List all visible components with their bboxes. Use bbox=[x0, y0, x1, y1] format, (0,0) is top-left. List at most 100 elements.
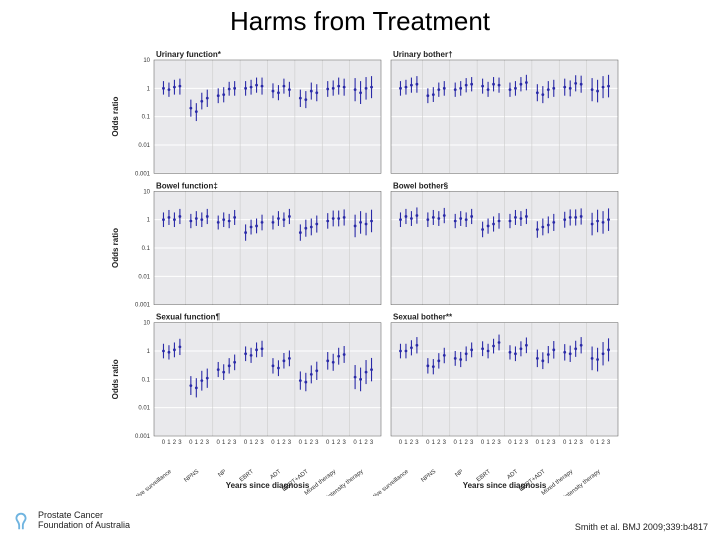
svg-text:2: 2 bbox=[282, 440, 286, 446]
svg-text:1: 1 bbox=[167, 440, 171, 446]
svg-text:Active surveillance: Active surveillance bbox=[130, 468, 173, 496]
svg-text:2: 2 bbox=[547, 440, 551, 446]
svg-text:1: 1 bbox=[147, 349, 151, 355]
svg-text:10: 10 bbox=[143, 189, 150, 195]
svg-text:0.01: 0.01 bbox=[138, 143, 150, 149]
svg-text:2: 2 bbox=[492, 440, 496, 446]
svg-text:1: 1 bbox=[569, 440, 573, 446]
svg-text:3: 3 bbox=[342, 440, 346, 446]
svg-text:0.001: 0.001 bbox=[135, 303, 151, 309]
svg-text:10: 10 bbox=[143, 321, 150, 327]
svg-text:2: 2 bbox=[437, 440, 441, 446]
svg-text:1: 1 bbox=[249, 440, 253, 446]
svg-text:1: 1 bbox=[541, 440, 545, 446]
svg-text:Urinary bother†: Urinary bother† bbox=[393, 50, 453, 59]
svg-text:NPNS: NPNS bbox=[420, 469, 437, 484]
svg-text:1: 1 bbox=[596, 440, 600, 446]
svg-text:0: 0 bbox=[508, 440, 512, 446]
svg-text:0.01: 0.01 bbox=[138, 406, 150, 412]
svg-text:3: 3 bbox=[206, 440, 210, 446]
svg-text:1: 1 bbox=[147, 218, 151, 224]
svg-text:3: 3 bbox=[443, 440, 447, 446]
svg-text:1: 1 bbox=[222, 440, 226, 446]
svg-text:0: 0 bbox=[590, 440, 594, 446]
svg-text:0: 0 bbox=[189, 440, 193, 446]
svg-text:1: 1 bbox=[332, 440, 336, 446]
svg-text:1: 1 bbox=[277, 440, 281, 446]
svg-text:1: 1 bbox=[459, 440, 463, 446]
svg-text:3: 3 bbox=[525, 440, 529, 446]
svg-text:3: 3 bbox=[178, 440, 182, 446]
svg-text:0.001: 0.001 bbox=[135, 434, 151, 440]
svg-text:1: 1 bbox=[514, 440, 518, 446]
svg-text:Urinary function*: Urinary function* bbox=[156, 50, 222, 59]
svg-text:3: 3 bbox=[288, 440, 292, 446]
svg-text:2: 2 bbox=[228, 440, 232, 446]
svg-text:3: 3 bbox=[370, 440, 374, 446]
svg-text:0: 0 bbox=[454, 440, 458, 446]
svg-text:0: 0 bbox=[326, 440, 330, 446]
svg-text:3: 3 bbox=[315, 440, 319, 446]
svg-text:1: 1 bbox=[304, 440, 308, 446]
svg-text:Sexual function¶: Sexual function¶ bbox=[156, 313, 221, 322]
svg-text:2: 2 bbox=[255, 440, 259, 446]
svg-text:ADT: ADT bbox=[506, 469, 519, 481]
svg-text:Bowel function‡: Bowel function‡ bbox=[156, 181, 218, 190]
svg-text:0: 0 bbox=[271, 440, 275, 446]
svg-text:2: 2 bbox=[337, 440, 341, 446]
svg-text:3: 3 bbox=[497, 440, 501, 446]
svg-text:3: 3 bbox=[470, 440, 474, 446]
svg-text:0: 0 bbox=[399, 440, 403, 446]
svg-text:2: 2 bbox=[519, 440, 523, 446]
svg-text:0: 0 bbox=[536, 440, 540, 446]
svg-text:2: 2 bbox=[173, 440, 177, 446]
svg-text:Odds ratio: Odds ratio bbox=[111, 228, 120, 268]
svg-text:Bowel bother§: Bowel bother§ bbox=[393, 181, 449, 190]
svg-text:0: 0 bbox=[563, 440, 567, 446]
svg-text:Odds ratio: Odds ratio bbox=[111, 359, 120, 399]
svg-text:0: 0 bbox=[244, 440, 248, 446]
svg-text:3: 3 bbox=[260, 440, 264, 446]
svg-text:3: 3 bbox=[607, 440, 611, 446]
svg-text:Active surveillance: Active surveillance bbox=[367, 468, 410, 496]
svg-text:0: 0 bbox=[481, 440, 485, 446]
svg-text:3: 3 bbox=[415, 440, 419, 446]
svg-text:NP: NP bbox=[454, 469, 464, 479]
svg-text:3: 3 bbox=[579, 440, 583, 446]
citation-text: Smith et al. BMJ 2009;339:b4817 bbox=[575, 522, 708, 532]
svg-text:1: 1 bbox=[195, 440, 199, 446]
svg-text:1: 1 bbox=[486, 440, 490, 446]
svg-text:10: 10 bbox=[143, 58, 150, 64]
svg-text:1: 1 bbox=[432, 440, 436, 446]
svg-text:Years since diagnosis: Years since diagnosis bbox=[463, 481, 547, 490]
odds-ratio-figure: Urinary function*0.0010.010.1110Odds rat… bbox=[100, 46, 620, 496]
svg-text:0: 0 bbox=[353, 440, 357, 446]
svg-text:0: 0 bbox=[162, 440, 166, 446]
svg-text:2: 2 bbox=[200, 440, 204, 446]
svg-text:2: 2 bbox=[601, 440, 605, 446]
svg-text:ADT: ADT bbox=[269, 469, 282, 481]
svg-text:Odds ratio: Odds ratio bbox=[111, 97, 120, 137]
slide-title: Harms from Treatment bbox=[0, 6, 720, 37]
svg-text:0: 0 bbox=[217, 440, 221, 446]
svg-text:3: 3 bbox=[233, 440, 237, 446]
svg-text:1: 1 bbox=[404, 440, 408, 446]
org-name-line2: Foundation of Australia bbox=[38, 521, 130, 531]
svg-text:Sexual bother**: Sexual bother** bbox=[393, 313, 453, 322]
svg-text:0: 0 bbox=[299, 440, 303, 446]
svg-text:1: 1 bbox=[359, 440, 363, 446]
svg-text:Years since diagnosis: Years since diagnosis bbox=[226, 481, 310, 490]
svg-text:2: 2 bbox=[465, 440, 469, 446]
svg-text:2: 2 bbox=[364, 440, 368, 446]
footer-logo-block: Prostate Cancer Foundation of Australia bbox=[10, 510, 130, 532]
svg-text:3: 3 bbox=[552, 440, 556, 446]
svg-text:0.001: 0.001 bbox=[135, 171, 151, 177]
svg-text:2: 2 bbox=[310, 440, 314, 446]
svg-text:0.1: 0.1 bbox=[142, 246, 151, 252]
svg-text:NPNS: NPNS bbox=[183, 469, 200, 484]
svg-text:2: 2 bbox=[574, 440, 578, 446]
svg-text:0: 0 bbox=[426, 440, 430, 446]
svg-text:1: 1 bbox=[147, 86, 151, 92]
pcfa-logo-icon bbox=[10, 510, 32, 532]
svg-text:0.1: 0.1 bbox=[142, 377, 151, 383]
